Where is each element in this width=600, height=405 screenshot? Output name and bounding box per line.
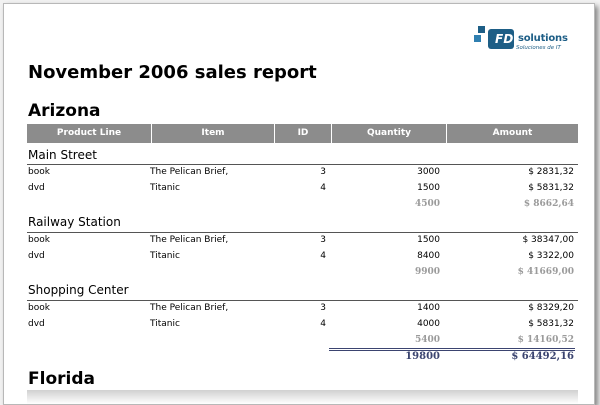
logo-brand: FDV	[495, 32, 524, 46]
subtotal-amount: $ 41669,00	[517, 267, 574, 277]
column-header-quantity: Quantity	[332, 124, 447, 143]
cell-product-line: dvd	[28, 183, 45, 193]
total-quantity: 19800	[405, 351, 440, 362]
state-title: Arizona	[28, 101, 101, 121]
cell-quantity: 4000	[417, 319, 440, 329]
cell-product-line: book	[28, 235, 50, 245]
cell-amount: $ 5831,32	[528, 319, 574, 329]
cell-id: 3	[320, 235, 326, 245]
table-header: Product Line Item ID Quantity Amount	[27, 124, 578, 143]
cell-quantity: 1500	[417, 235, 440, 245]
cell-item: Titanic	[150, 183, 180, 193]
subtotal-quantity: 4500	[414, 199, 440, 209]
cell-product-line: dvd	[28, 251, 45, 261]
cell-amount: $ 8329,20	[528, 303, 574, 313]
state-title: Florida	[28, 369, 95, 389]
cell-item: The Pelican Brief,	[150, 303, 229, 313]
cell-amount: $ 5831,32	[528, 183, 574, 193]
report-title: November 2006 sales report	[28, 62, 317, 83]
cell-product-line: book	[28, 303, 50, 313]
cell-id: 4	[320, 251, 326, 261]
cell-item: Titanic	[150, 319, 180, 329]
column-header-product-line: Product Line	[27, 124, 152, 143]
table-header-partial	[27, 390, 578, 404]
cell-product-line: dvd	[28, 319, 45, 329]
cell-product-line: book	[28, 167, 50, 177]
cell-item: Titanic	[150, 251, 180, 261]
divider	[27, 300, 578, 301]
total-amount: $ 64492,16	[511, 351, 574, 362]
total-rule	[329, 348, 575, 349]
subtotal-quantity: 5400	[414, 335, 440, 345]
cell-id: 3	[320, 303, 326, 313]
divider	[27, 164, 578, 165]
logo-tagline: Soluciones de IT	[516, 45, 561, 51]
store-title: Shopping Center	[28, 283, 129, 297]
store-title: Railway Station	[28, 215, 121, 229]
cell-amount: $ 2831,32	[528, 167, 574, 177]
company-logo: FDV solutions Soluciones de IT	[474, 26, 584, 60]
column-header-amount: Amount	[492, 128, 533, 138]
cell-quantity: 1500	[417, 183, 440, 193]
cell-amount: $ 38347,00	[522, 235, 574, 245]
cell-id: 3	[320, 167, 326, 177]
total-rule	[329, 350, 575, 351]
logo-mark-icon	[474, 26, 514, 49]
cell-item: The Pelican Brief,	[150, 167, 229, 177]
column-header-item: Item	[152, 124, 275, 143]
subtotal-quantity: 9900	[414, 267, 440, 277]
column-header-id: ID	[275, 124, 332, 143]
cell-quantity: 3000	[417, 167, 440, 177]
divider	[27, 232, 578, 233]
cell-item: The Pelican Brief,	[150, 235, 229, 245]
logo-name: solutions	[518, 33, 568, 44]
cell-quantity: 1400	[417, 303, 440, 313]
cell-id: 4	[320, 319, 326, 329]
subtotal-amount: $ 14160,52	[517, 335, 574, 345]
cell-quantity: 8400	[417, 251, 440, 261]
cell-amount: $ 3322,00	[528, 251, 574, 261]
report-page: FDV solutions Soluciones de IT November …	[3, 3, 595, 405]
subtotal-amount: $ 8662,64	[523, 199, 574, 209]
store-title: Main Street	[28, 148, 97, 162]
cell-id: 4	[320, 183, 326, 193]
